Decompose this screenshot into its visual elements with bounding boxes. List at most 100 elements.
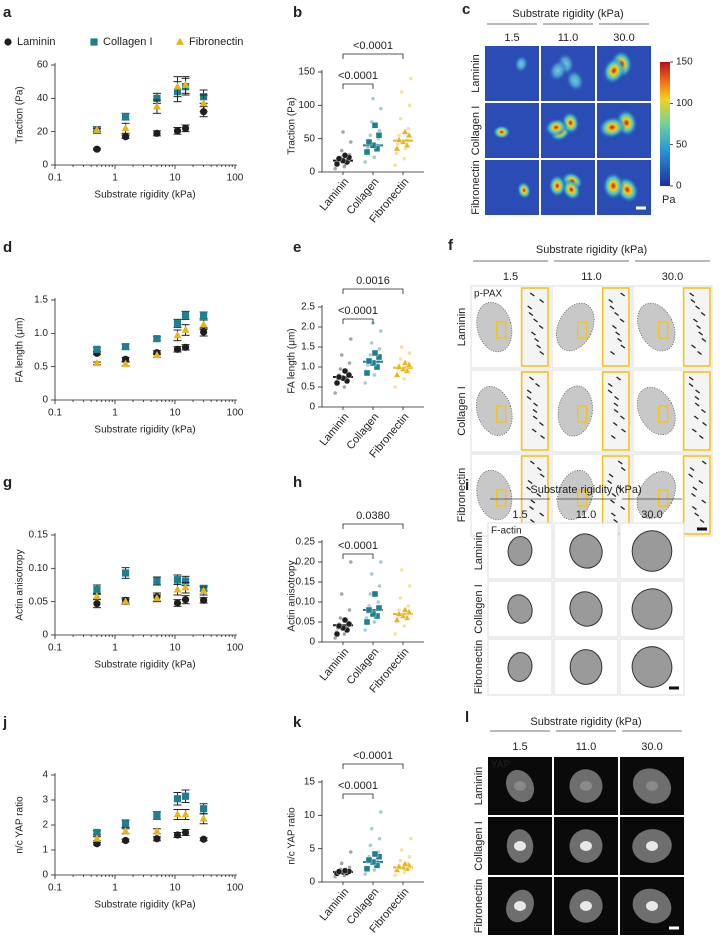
adhesion xyxy=(620,292,626,297)
panel-title: Substrate rigidity (kPa) xyxy=(536,244,647,256)
column-label: 1.5 xyxy=(512,741,527,753)
data-point xyxy=(92,125,101,133)
y-tick-label: 0 xyxy=(42,160,48,171)
row-label: Fibronectin xyxy=(473,879,485,933)
significance-bracket xyxy=(342,763,404,769)
zoom-box xyxy=(496,405,507,423)
y-tick-label: 0.05 xyxy=(29,596,49,607)
traction-spot xyxy=(492,125,511,140)
data-point xyxy=(152,826,161,835)
data-point xyxy=(153,335,161,343)
adhesion xyxy=(688,376,694,381)
y-tick-label: 2.0 xyxy=(301,322,315,333)
significance-bracket xyxy=(342,318,374,324)
adhesion xyxy=(700,311,706,317)
cell-point xyxy=(379,810,383,814)
micrograph xyxy=(541,103,595,158)
cell-point xyxy=(368,843,373,848)
micrograph xyxy=(619,522,685,580)
x-axis-label: Substrate rigidity (kPa) xyxy=(94,425,195,436)
replicate-mean xyxy=(403,141,411,148)
micrograph xyxy=(597,160,651,215)
adhesion xyxy=(697,350,702,356)
data-point xyxy=(173,585,182,593)
x-tick-label: 0.1 xyxy=(48,173,62,184)
data-point xyxy=(173,810,182,818)
panel-label: b xyxy=(293,4,302,21)
y-tick-label: 0.15 xyxy=(29,530,49,541)
colorbar-tick-label: 0 xyxy=(676,181,682,192)
y-tick-label: 4 xyxy=(42,770,48,781)
significance-bracket xyxy=(342,53,404,59)
row-label: Fibronectin xyxy=(456,468,468,522)
p-value: <0.0001 xyxy=(338,780,378,792)
replicate-mean xyxy=(393,615,401,623)
data-point xyxy=(153,811,161,820)
significance-bracket xyxy=(342,83,374,89)
legend-label: Collagen I xyxy=(103,36,153,48)
panel-label: k xyxy=(293,714,302,731)
y-tick-label: 0.5 xyxy=(34,361,48,372)
cell-point xyxy=(399,568,404,572)
cell-point xyxy=(376,600,381,604)
adhesion xyxy=(530,499,536,504)
y-tick-label: 60 xyxy=(37,60,49,71)
column-label: 30.0 xyxy=(641,509,662,521)
y-tick-label: 0 xyxy=(42,395,48,406)
replicate-mean xyxy=(369,610,377,618)
x-tick-label: 100 xyxy=(227,883,244,894)
y-tick-label: 0 xyxy=(309,877,315,888)
data-point xyxy=(152,594,161,602)
cell-point xyxy=(402,870,407,875)
adhesion xyxy=(617,460,623,465)
adhesion xyxy=(613,408,619,414)
cell-body xyxy=(476,469,513,521)
replicate-mean xyxy=(345,620,353,628)
replicate-mean xyxy=(333,630,341,638)
p-value: 0.0016 xyxy=(356,275,390,287)
image-cell xyxy=(485,160,539,215)
data-point xyxy=(121,343,130,351)
y-tick-label: 0.05 xyxy=(296,617,316,628)
cell-point xyxy=(347,361,352,365)
micrograph xyxy=(554,757,618,815)
cell-body xyxy=(507,652,533,682)
replicate-mean xyxy=(375,604,383,612)
replicate-mean xyxy=(401,605,409,613)
row-label: Laminin xyxy=(456,308,468,347)
adhesion xyxy=(536,344,542,349)
adhesion xyxy=(532,408,538,414)
cell-point xyxy=(407,103,412,108)
nucleus xyxy=(514,901,526,911)
data-point xyxy=(93,586,101,594)
micrograph xyxy=(541,46,595,101)
stain-label: YAP xyxy=(491,760,511,771)
y-axis-label: Traction (Pa) xyxy=(15,86,26,143)
y-tick-label: 2.5 xyxy=(301,302,315,313)
cell-point xyxy=(342,385,347,389)
zoom-box xyxy=(658,321,669,339)
adhesion xyxy=(694,395,700,401)
row-label: Collagen I xyxy=(473,821,485,871)
column-label: 1.5 xyxy=(504,32,519,44)
nucleus xyxy=(514,841,526,851)
cell-body xyxy=(475,386,513,436)
cell-point xyxy=(372,373,377,377)
adhesion xyxy=(619,318,625,323)
y-axis-label: Actin anisotropy xyxy=(15,549,26,620)
replicate-mean xyxy=(373,145,381,152)
adhesion xyxy=(540,434,545,440)
x-tick-label: 100 xyxy=(227,408,244,419)
x-tick-label: 1 xyxy=(112,643,118,654)
x-axis-label: Substrate rigidity (kPa) xyxy=(94,900,195,911)
micrograph xyxy=(620,757,684,815)
adhesion xyxy=(690,298,696,304)
p-value: <0.0001 xyxy=(338,305,378,317)
data-point xyxy=(121,359,130,367)
replicate-mean xyxy=(341,867,349,874)
adhesion xyxy=(538,324,544,330)
traction-spot xyxy=(548,59,568,82)
replicate-mean xyxy=(333,160,341,168)
cell-point xyxy=(363,872,368,876)
data-point xyxy=(152,102,161,110)
